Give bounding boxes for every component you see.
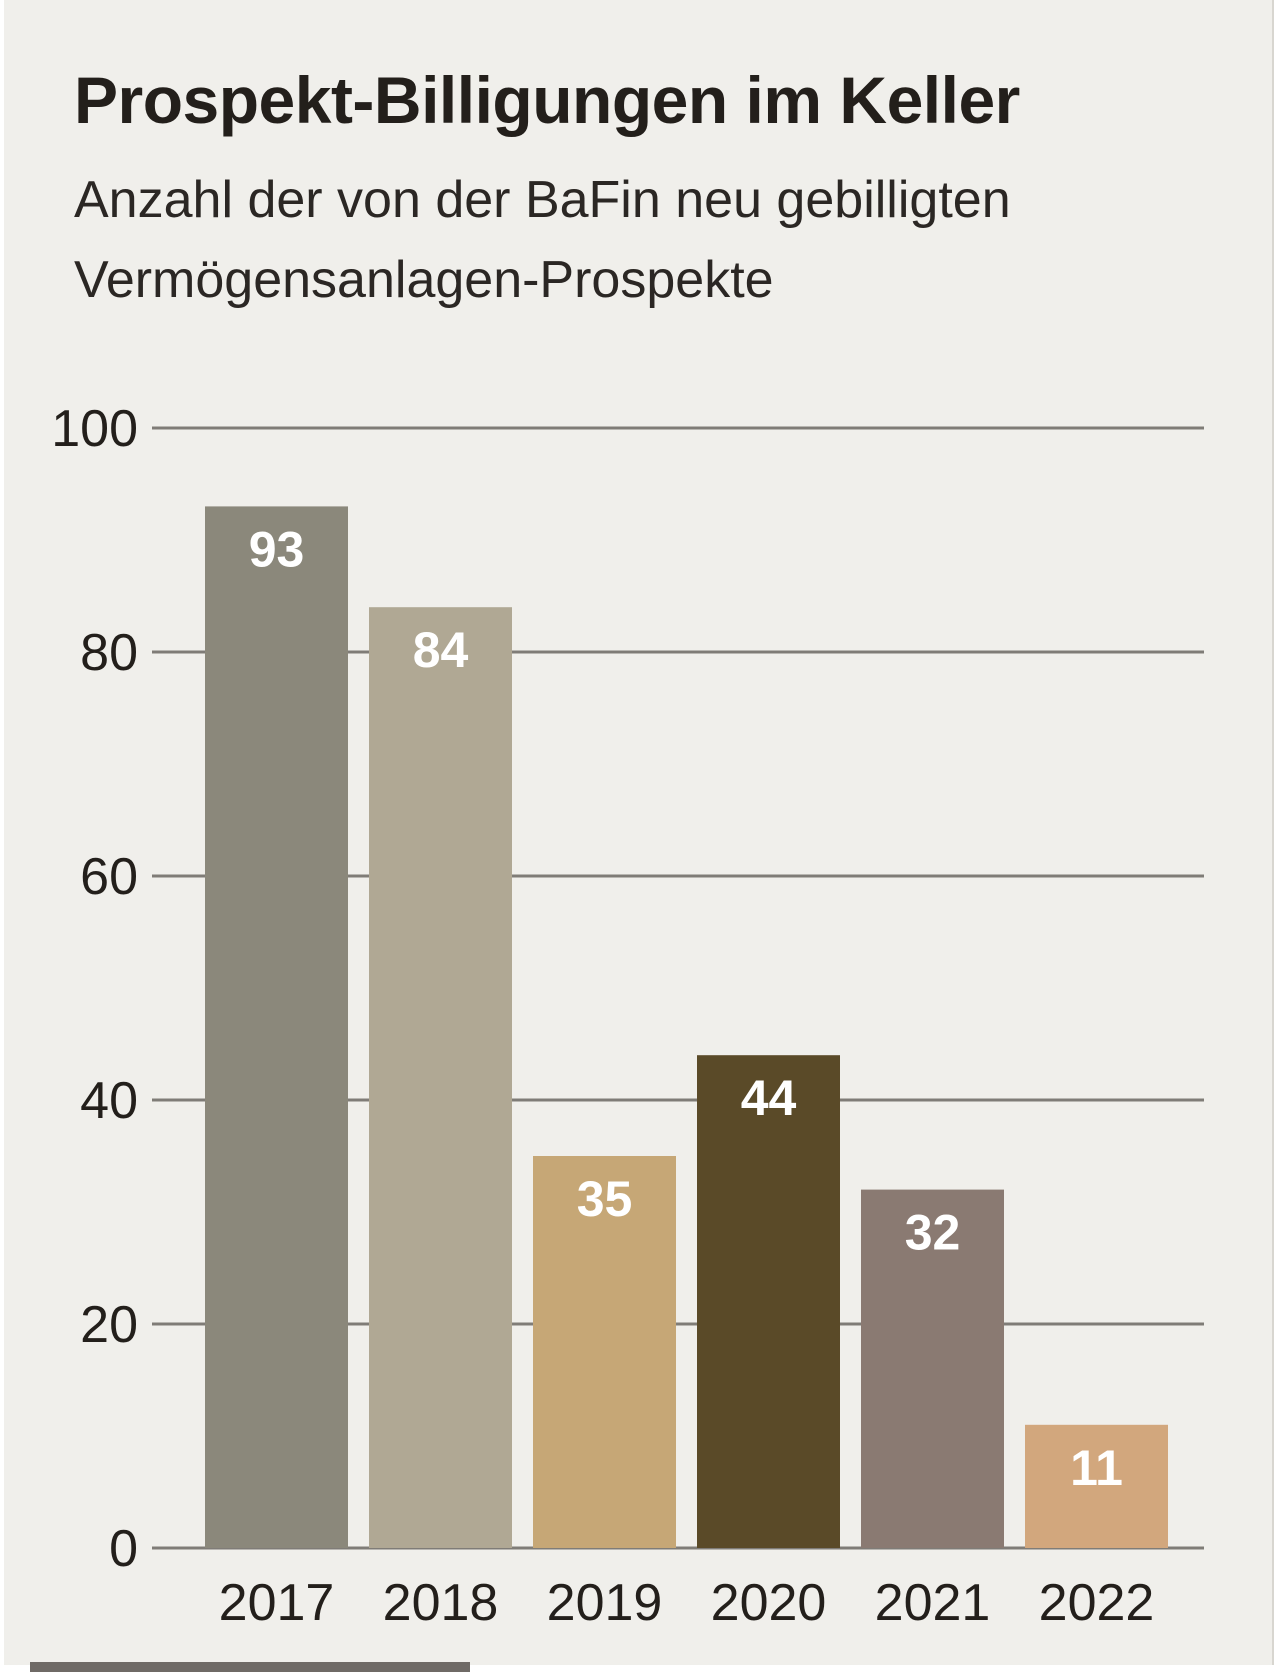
y-tick-label-60: 60 <box>80 848 138 906</box>
y-axis-tick-labels: 0 20 40 60 80 100 <box>51 400 138 1578</box>
bar-2017 <box>205 506 348 1548</box>
x-tick-label-2021: 2021 <box>875 1574 991 1632</box>
value-label-2018: 84 <box>413 622 469 678</box>
y-tick-label-80: 80 <box>80 624 138 682</box>
bars <box>205 506 1168 1548</box>
y-tick-label-20: 20 <box>80 1296 138 1354</box>
bar-2020 <box>697 1055 840 1548</box>
value-label-2022: 11 <box>1070 1440 1123 1496</box>
y-tick-label-0: 0 <box>109 1520 138 1578</box>
value-label-2020: 44 <box>741 1070 797 1126</box>
bar-2021 <box>861 1189 1004 1548</box>
x-tick-label-2022: 2022 <box>1039 1574 1155 1632</box>
x-tick-label-2018: 2018 <box>383 1574 499 1632</box>
x-tick-label-2019: 2019 <box>547 1574 663 1632</box>
bar-2019 <box>533 1156 676 1548</box>
bar-value-labels: 93 84 35 44 32 11 <box>249 521 1123 1495</box>
value-label-2017: 93 <box>249 521 305 577</box>
chart-subtitle: Anzahl der von der BaFin neu gebilligten… <box>74 171 1011 309</box>
x-tick-label-2017: 2017 <box>219 1574 335 1632</box>
x-tick-label-2020: 2020 <box>711 1574 827 1632</box>
bar-2022 <box>1025 1424 1168 1548</box>
y-tick-label-40: 40 <box>80 1072 138 1130</box>
bar-2018 <box>369 607 512 1548</box>
y-tick-label-100: 100 <box>51 400 138 458</box>
x-axis-tick-labels: 2017 2018 2019 2020 2021 2022 <box>219 1574 1155 1632</box>
value-label-2019: 35 <box>577 1171 633 1227</box>
bottom-edge-strip <box>30 1662 470 1672</box>
chart-title: Prospekt-Billigungen im Keller <box>74 63 1020 137</box>
value-label-2021: 32 <box>905 1205 961 1261</box>
